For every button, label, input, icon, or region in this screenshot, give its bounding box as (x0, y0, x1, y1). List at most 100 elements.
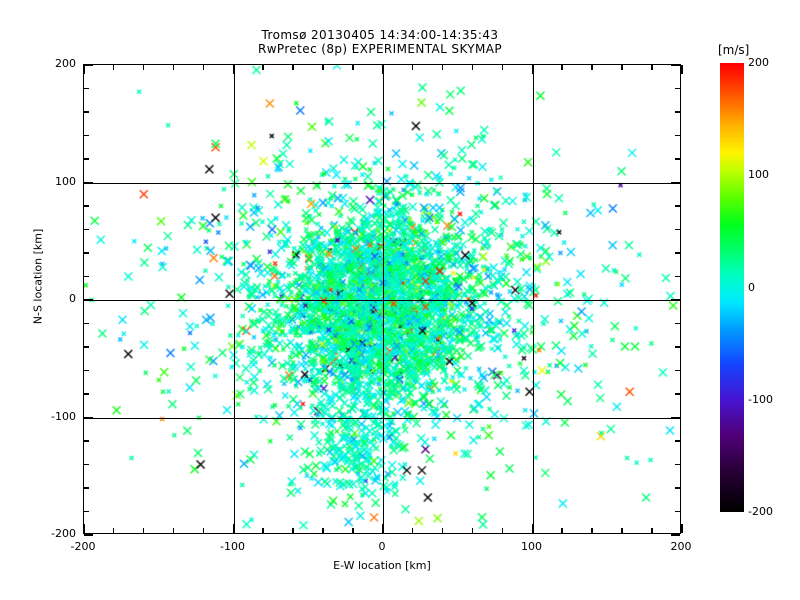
axis-tick (441, 528, 444, 533)
axis-tick (675, 252, 680, 254)
colorbar-tick-label: 0 (748, 280, 755, 294)
axis-tick (84, 205, 89, 207)
axis-tick (84, 134, 89, 136)
axis-tick (112, 528, 115, 533)
colorbar-gradient (720, 63, 744, 512)
axis-tick (651, 65, 653, 70)
axis-tick (671, 181, 680, 183)
x-axis-title: E-W location [km] (333, 559, 431, 572)
axis-tick (671, 534, 680, 536)
axis-tick (411, 528, 414, 533)
axis-tick (84, 369, 89, 371)
axis-tick (84, 275, 89, 277)
axis-tick (675, 346, 680, 348)
axis-tick (142, 528, 145, 533)
axis-tick (675, 158, 680, 160)
x-tick-label: -200 (70, 540, 96, 553)
axis-tick (621, 528, 623, 533)
axis-tick (84, 299, 93, 301)
colorbar: [m/s] 200 100 0 -100 -200 (718, 43, 800, 523)
axis-tick (83, 524, 85, 533)
y-tick-label: 200 (55, 57, 76, 70)
colorbar-tick-label: 100 (748, 168, 769, 182)
axis-tick (202, 65, 205, 70)
axis-tick (142, 65, 145, 70)
axis-tick (84, 393, 89, 395)
gridline-vertical (233, 65, 235, 533)
axis-tick (675, 440, 680, 442)
axis-tick (84, 252, 89, 254)
axis-tick (84, 416, 93, 418)
axis-tick (675, 463, 680, 465)
axis-tick (675, 111, 680, 113)
axis-tick (681, 524, 683, 533)
plot-area (83, 64, 681, 534)
axis-tick (84, 228, 89, 230)
axis-tick (382, 65, 384, 74)
axis-tick (675, 510, 680, 512)
axis-tick (84, 440, 89, 442)
axis-tick (352, 65, 354, 70)
gridline-horizontal (84, 417, 680, 419)
axis-tick (441, 65, 444, 70)
axis-tick (84, 510, 89, 512)
axis-tick (84, 181, 93, 183)
axis-tick (671, 416, 680, 418)
axis-tick (471, 528, 474, 533)
axis-tick (112, 65, 115, 70)
axis-tick (675, 87, 680, 89)
colorbar-canvas (720, 63, 744, 512)
x-tick-label: 0 (378, 540, 386, 553)
axis-tick (675, 322, 680, 324)
axis-tick (84, 64, 93, 66)
axis-tick (651, 528, 653, 533)
axis-tick (675, 487, 680, 489)
axis-tick (83, 65, 85, 74)
axis-tick (675, 275, 680, 277)
axis-tick (382, 524, 384, 533)
axis-tick (681, 65, 683, 74)
axis-tick (561, 528, 563, 533)
axis-tick (84, 487, 89, 489)
y-tick-label: -200 (51, 527, 76, 540)
axis-tick (591, 528, 593, 533)
x-tick-label: 100 (521, 540, 542, 553)
axis-tick (84, 322, 89, 324)
gridline-horizontal (84, 182, 680, 184)
axis-tick (322, 65, 324, 70)
title-line-1: Tromsø 20130405 14:34:00-14:35:43 (261, 28, 499, 42)
gridline-horizontal (84, 300, 680, 301)
y-axis-title: N-S location [km] (31, 228, 45, 325)
axis-tick (411, 65, 414, 70)
x-tick-label: -100 (220, 540, 245, 553)
axis-tick (591, 65, 593, 70)
axis-tick (675, 369, 680, 371)
colorbar-tick-label: -100 (748, 392, 773, 406)
axis-tick (172, 65, 175, 70)
y-tick-label: 100 (55, 174, 76, 188)
axis-tick (232, 65, 234, 74)
axis-tick (671, 64, 680, 66)
axis-tick (675, 205, 680, 207)
title-line-2: RwPretec (8p) EXPERIMENTAL SKYMAP (257, 42, 503, 56)
axis-tick (84, 158, 89, 160)
axis-tick (262, 65, 264, 70)
colorbar-tick-label: 200 (748, 56, 769, 69)
axis-tick (471, 65, 474, 70)
axis-tick (292, 65, 294, 70)
gridline-vertical (383, 65, 384, 533)
axis-tick (675, 393, 680, 395)
y-tick-label: 0 (69, 292, 76, 305)
scatter-plot-canvas (84, 65, 680, 533)
axis-tick (675, 228, 680, 230)
axis-tick (501, 528, 504, 533)
axis-tick (172, 528, 175, 533)
axis-tick (531, 65, 533, 74)
axis-tick (561, 65, 563, 70)
axis-tick (262, 528, 264, 533)
axis-tick (84, 111, 89, 113)
axis-tick (232, 524, 234, 533)
y-tick-label: -100 (51, 409, 76, 423)
axis-tick (84, 463, 89, 465)
